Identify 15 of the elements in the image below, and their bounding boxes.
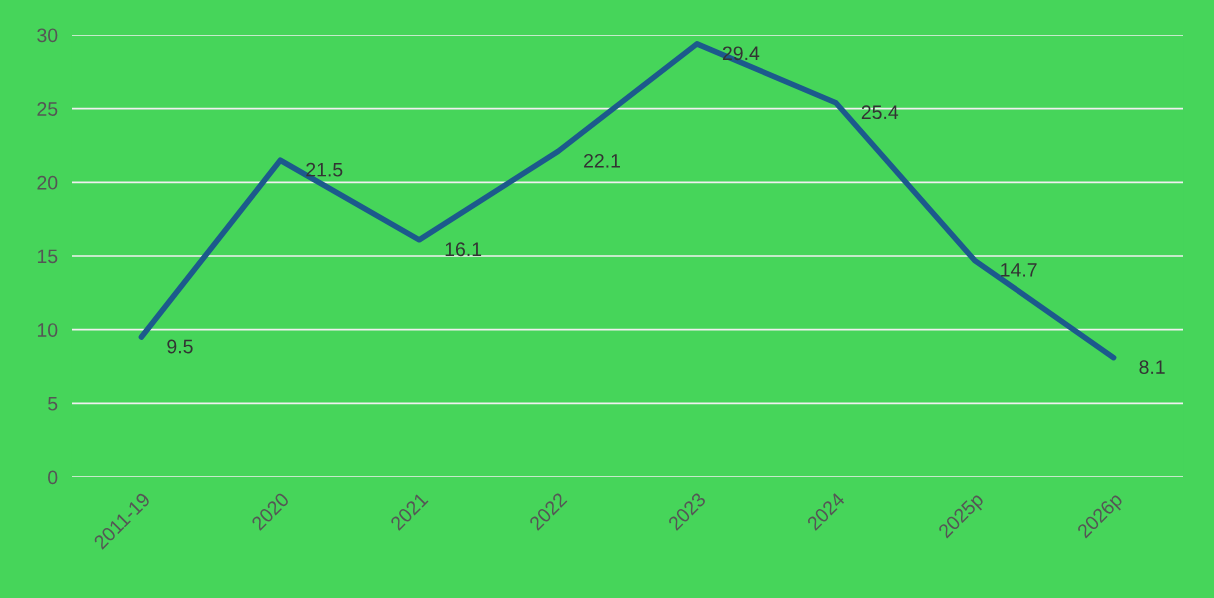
y-tick-label: 25 (37, 102, 58, 116)
y-tick-label: 0 (48, 470, 58, 485)
data-label: 9.5 (167, 339, 193, 354)
data-label: 14.7 (1001, 263, 1037, 277)
y-tick-label: 15 (37, 249, 58, 264)
data-label: 21.5 (306, 162, 343, 177)
data-label: 8.1 (1139, 360, 1165, 374)
data-label: 25.4 (861, 105, 899, 120)
data-label: 16.1 (445, 242, 482, 257)
y-tick-label: 30 (37, 28, 58, 43)
y-tick-label: 10 (37, 323, 58, 337)
data-label: 29.4 (722, 46, 760, 61)
data-label: 22.1 (584, 153, 620, 168)
y-tick-label: 20 (37, 175, 58, 190)
y-tick-label: 5 (48, 397, 58, 411)
